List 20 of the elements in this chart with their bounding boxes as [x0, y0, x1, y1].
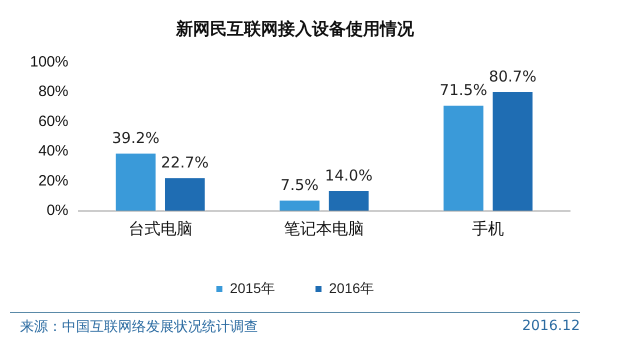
legend-label: 2016年: [329, 280, 374, 296]
chart-title: 新网民互联网接入设备使用情况: [175, 20, 415, 40]
text: 14.0%: [324, 166, 373, 184]
y-tick-label: 40%: [38, 142, 68, 160]
text: 71.5%: [440, 81, 488, 100]
y-tick-label: 0%: [46, 202, 68, 219]
text: 2016.12: [522, 318, 580, 334]
x-tick-label: 台式电脑: [128, 220, 192, 238]
text: 22.7%: [161, 154, 209, 172]
y-tick-label: 80%: [38, 83, 68, 100]
y-tick-label: 60%: [38, 112, 68, 130]
text: 80.7%: [488, 67, 536, 86]
source-note: 来源：中国互联网络发展状况统计调查: [20, 318, 258, 336]
x-tick-label: 笔记本电脑: [284, 220, 364, 238]
text: 39.2%: [112, 129, 160, 148]
y-tick-label: 100%: [30, 54, 68, 71]
legend-label: 2015年: [230, 280, 276, 296]
y-tick-label: 20%: [38, 172, 68, 190]
x-tick-label: 手机: [472, 220, 504, 238]
text: 7.5%: [280, 176, 319, 194]
